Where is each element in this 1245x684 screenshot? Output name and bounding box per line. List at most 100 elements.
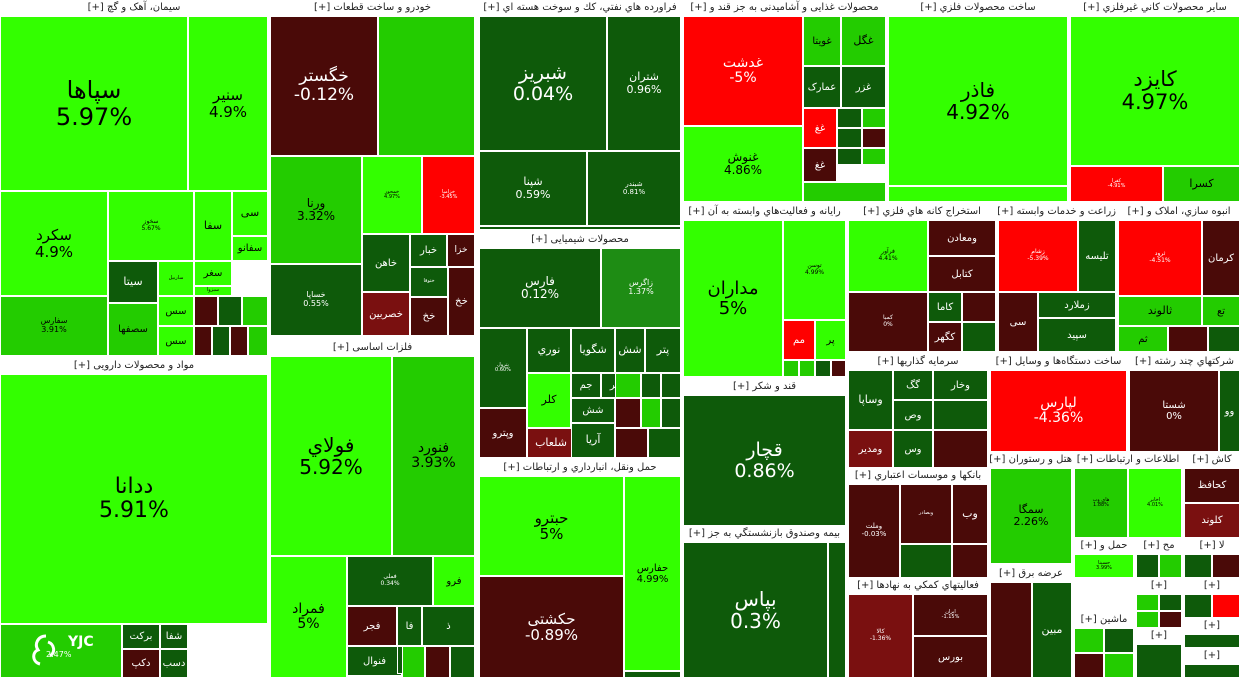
tile-حبترو[interactable]: حبترو 5% [479,476,624,576]
sector-header[interactable]: ساخت محصولات فلزي [+] [888,0,1068,16]
tile-حکشتی[interactable]: حکشتی -0.89% [479,576,624,678]
tile-زشام[interactable]: زشام -5.39% [998,220,1078,292]
tile-فنوال[interactable]: فنوال [347,646,402,676]
tile[interactable] [962,322,996,352]
tile-اخابر[interactable]: اخابر 4.01% [1128,468,1182,538]
tile-وص[interactable]: وص [893,400,933,430]
tile[interactable] [248,326,268,356]
tile-گگ[interactable]: گگ [893,370,933,400]
tile-غویتا[interactable]: غویتا [803,16,841,66]
tile-نوري[interactable]: نوري [527,328,571,373]
tile-خزامیا[interactable]: خزامیا -3.45% [422,156,475,234]
tile-فا[interactable]: فا [397,606,422,646]
tile-وو[interactable]: وو [1219,370,1240,452]
sector-header[interactable]: عرضه برق [+] [990,566,1072,582]
tile-فجر[interactable]: فجر [347,606,397,646]
tile-کاما[interactable]: کاما [928,292,962,322]
tile-وبصادر[interactable]: وبصادر [900,484,952,544]
tile-ورنا[interactable]: ورنا 3.32% [270,156,362,264]
sector-header[interactable]: ساخت دستگاه‌ها و وسایل [+] [990,354,1127,370]
tile[interactable] [615,428,648,458]
tile-سنیر[interactable]: سنیر 4.9% [188,16,268,191]
tile-فرو[interactable]: فرو [433,556,475,606]
tile-ومعادن[interactable]: ومعادن [928,220,996,256]
sector-header[interactable]: اطلاعات و ارتباطات [+] [1074,452,1182,468]
tile[interactable] [1159,611,1182,628]
sector-header[interactable]: [+] [1136,628,1182,644]
tile-ثالوند[interactable]: ثالوند [1118,296,1202,326]
tile[interactable] [803,182,886,202]
tile-تلیسه[interactable]: تلیسه [1078,220,1116,292]
tile-کلوند[interactable]: کلوند [1184,503,1240,538]
tile-خساپا[interactable]: خساپا 0.55% [270,264,362,336]
tile[interactable] [641,373,661,398]
tile[interactable] [862,128,886,148]
tile[interactable] [1136,554,1159,578]
sector-header[interactable]: سرمایه گذاریها [+] [848,354,988,370]
tile[interactable] [1159,594,1182,611]
sector-header[interactable]: کاش [+] [1184,452,1240,468]
tile[interactable] [1212,554,1240,578]
tile[interactable] [230,326,248,356]
sector-header[interactable]: زراعت و خدمات وابسته [+] [998,204,1116,220]
tile-شبندر[interactable]: شبندر 0.81% [587,151,681,226]
tile-کتابل[interactable]: کتابل [928,256,996,292]
tile-پر[interactable]: پر [815,320,846,360]
tile-غغ[interactable]: غغ [803,148,837,182]
tile[interactable] [990,582,1032,678]
tile-ایران[interactable]: ایران -1.15% [913,594,988,636]
tile-خخ[interactable]: خخ [448,267,475,336]
tile-تع[interactable]: تع [1202,296,1240,326]
tile[interactable] [837,148,862,165]
tile-سیتا[interactable]: سیتا [108,261,158,303]
tile[interactable] [862,148,886,165]
tile-غزر[interactable]: غزر [841,66,886,108]
tile-وپترو[interactable]: وپترو [479,408,527,458]
tile[interactable] [378,16,475,156]
tile-شش[interactable]: شش [571,398,615,423]
tile-ساربیل[interactable]: ساربیل [158,261,194,296]
tile-وب[interactable]: وب [952,484,988,544]
tile-بپاس[interactable]: بپاس 0.3% [683,542,828,678]
tile[interactable] [0,624,122,678]
tile-کفرا[interactable]: کفرا -4.91% [1070,166,1163,202]
tile[interactable] [1184,664,1240,678]
tile-غنوش[interactable]: غنوش 4.86% [683,126,803,202]
tile-کسرا[interactable]: کسرا [1163,166,1240,202]
tile-سفارس[interactable]: سفارس 3.91% [0,296,108,356]
tile-سس[interactable]: سس [158,296,194,326]
tile-سی[interactable]: سی [998,292,1038,352]
tile-سغر[interactable]: سغر [194,261,232,286]
tile-عمارک[interactable]: عمارک [803,66,841,108]
tile-کگهر[interactable]: کگهر [928,322,962,352]
tile[interactable] [194,296,218,326]
tile-پترول[interactable]: پترول 0.60% [479,328,527,408]
sector-header[interactable]: بانکها و موسسات اعتباري [+] [848,468,988,484]
sector-header[interactable]: محصولات غذایی و آشامیدنی به جز قند و [+] [683,0,886,16]
tile[interactable] [900,544,952,578]
tile[interactable] [661,373,681,398]
sector-header[interactable]: فلزات اساسی [+] [270,340,475,356]
tile[interactable] [862,108,886,128]
tile-فارس[interactable]: فارس 0.12% [479,248,601,328]
sector-header[interactable]: خودرو و ساخت قطعات [+] [270,0,475,16]
sector-header[interactable]: [+] [1184,618,1240,634]
tile[interactable] [1208,326,1240,352]
tile-سکرد[interactable]: سکرد 4.9% [0,191,108,296]
sector-header[interactable]: [+] [1184,648,1240,664]
tile-آریا[interactable]: آریا [571,423,615,458]
tile-ذ[interactable]: ذ [422,606,475,646]
tile[interactable] [641,398,661,428]
tile[interactable] [615,373,641,398]
tile[interactable] [425,646,450,678]
tile-شتران[interactable]: شتران 0.96% [607,16,681,151]
tile[interactable] [837,128,862,148]
tile-شبریز[interactable]: شبریز 0.04% [479,16,607,151]
tile-توسن[interactable]: توسن 4.99% [783,220,846,320]
tile-شپنا[interactable]: شپنا 0.59% [479,151,587,226]
tile[interactable] [242,296,268,326]
tile-فنورد[interactable]: فنورد 3.93% [392,356,475,556]
tile[interactable] [1136,644,1182,678]
tile-سس[interactable]: سس [158,326,194,356]
tile[interactable] [212,326,230,356]
